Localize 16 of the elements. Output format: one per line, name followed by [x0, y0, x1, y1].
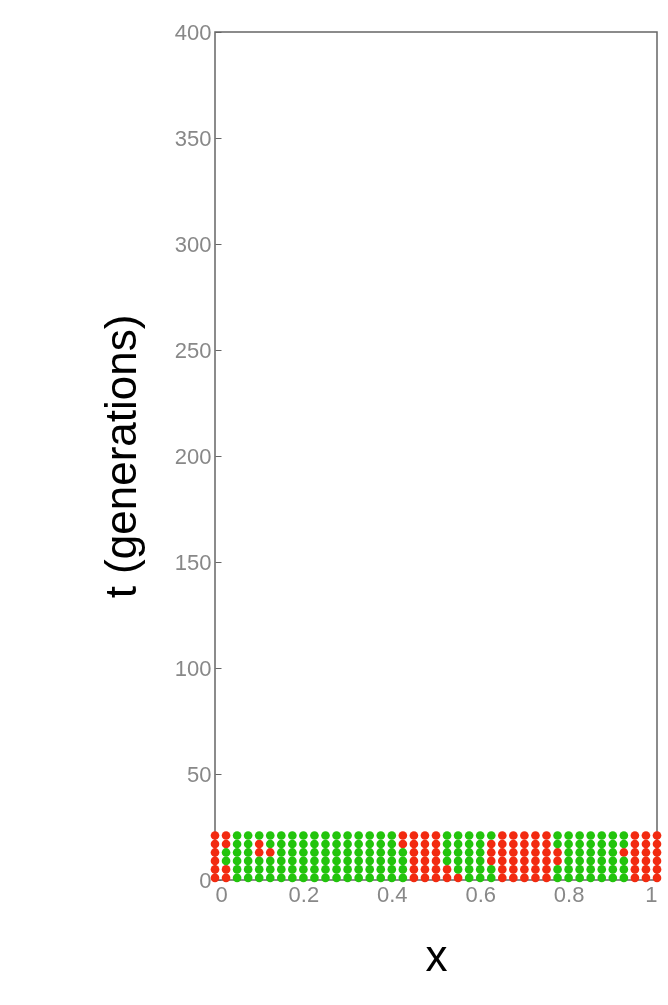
y-axis-title: t (generations) — [95, 314, 145, 599]
x-tick-label: 0 — [215, 881, 228, 907]
y-tick-label: 350 — [174, 125, 212, 151]
x-tick-label: 0.2 — [288, 881, 320, 907]
x-tick-label: 0.6 — [465, 881, 496, 907]
y-tick-label: 50 — [187, 761, 212, 787]
y-tick-label: 150 — [174, 549, 212, 575]
y-tick-label: 400 — [174, 19, 212, 45]
y-tick-label: 250 — [174, 337, 212, 363]
y-tick-label: 300 — [174, 231, 212, 257]
x-tick-label: 0.4 — [377, 881, 408, 907]
x-axis-title: x — [425, 930, 448, 980]
x-tick-label: 0.8 — [553, 881, 585, 907]
y-tick-label: 100 — [174, 655, 212, 681]
x-tick-label: 1 — [645, 881, 658, 907]
y-tick-label: 200 — [174, 443, 212, 469]
